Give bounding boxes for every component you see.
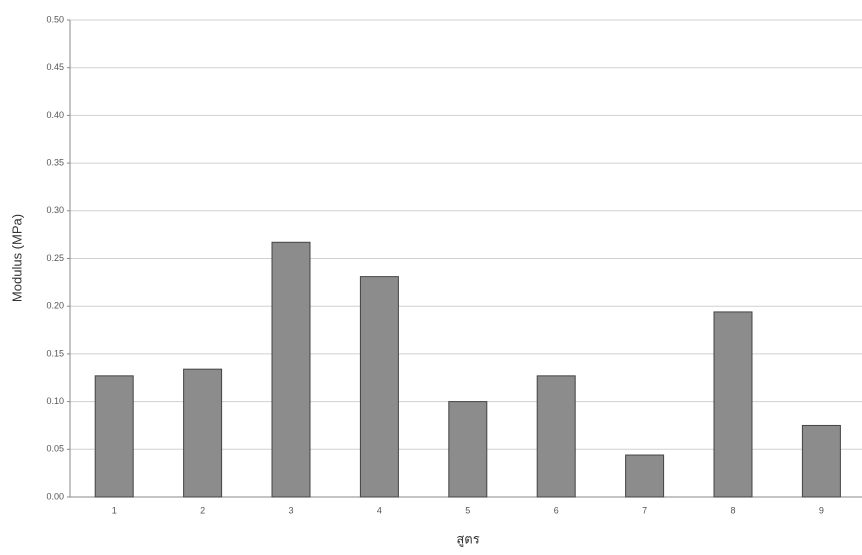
bar xyxy=(359,276,399,498)
bar xyxy=(183,368,223,498)
x-tick-label: 8 xyxy=(730,505,735,515)
x-tick-label: 1 xyxy=(112,505,117,515)
bar xyxy=(801,424,841,498)
x-axis-title: สูตร xyxy=(456,531,479,547)
x-tick-label: 7 xyxy=(642,505,647,515)
bar xyxy=(713,311,753,498)
y-tick-label: 0.00 xyxy=(46,491,64,501)
bar xyxy=(625,454,665,498)
bar xyxy=(448,401,488,498)
y-tick-label: 0.20 xyxy=(46,301,64,311)
y-tick-label: 0.45 xyxy=(46,62,64,72)
y-tick-label: 0.50 xyxy=(46,14,64,24)
y-tick-label: 0.10 xyxy=(46,396,64,406)
x-tick-label: 2 xyxy=(200,505,205,515)
y-tick-label: 0.05 xyxy=(46,444,64,454)
bar xyxy=(536,375,576,498)
y-tick-label: 0.40 xyxy=(46,110,64,120)
x-tick-label: 3 xyxy=(288,505,293,515)
x-tick-label: 6 xyxy=(554,505,559,515)
x-tick-label: 5 xyxy=(465,505,470,515)
x-tick-label: 9 xyxy=(819,505,824,515)
y-tick-label: 0.25 xyxy=(46,253,64,263)
y-tick-label: 0.15 xyxy=(46,348,64,358)
bar xyxy=(271,241,311,498)
y-tick-label: 0.35 xyxy=(46,157,64,167)
y-tick-label: 0.30 xyxy=(46,205,64,215)
x-tick-label: 4 xyxy=(377,505,382,515)
y-axis-title: Modulus (MPa) xyxy=(9,214,24,302)
bar xyxy=(94,375,134,498)
